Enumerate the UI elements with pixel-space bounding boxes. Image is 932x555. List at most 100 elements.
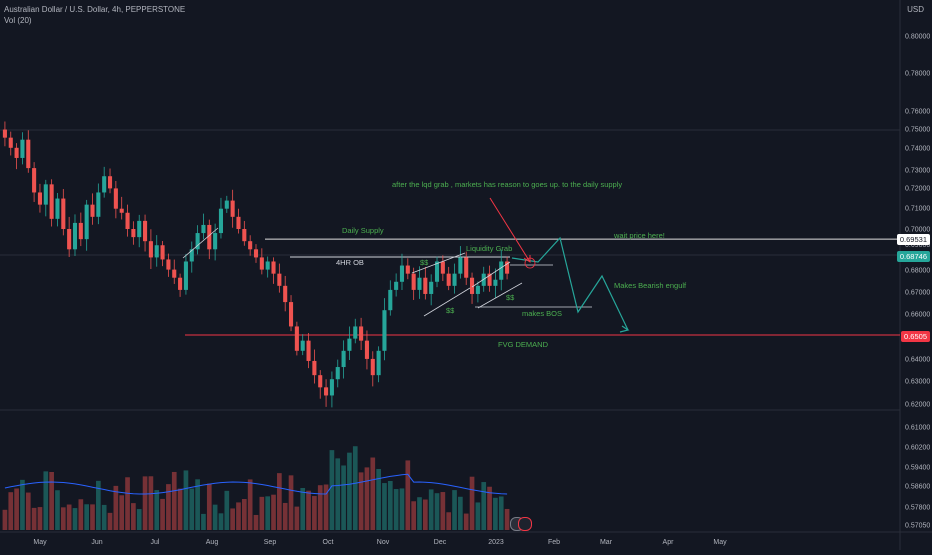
volume-bar xyxy=(253,514,259,530)
symbol-title: Australian Dollar / U.S. Dollar, 4h, PEP… xyxy=(4,5,186,14)
volume-bar xyxy=(265,496,271,530)
volume-bar xyxy=(493,497,498,530)
candle-body xyxy=(37,192,42,205)
chart-settings-icon[interactable] xyxy=(518,517,532,531)
y-tick-label: 0.63000 xyxy=(905,379,930,386)
trendline xyxy=(182,227,219,259)
annotation-liquidity-1: $$ xyxy=(420,258,429,267)
volume-bar xyxy=(78,499,84,530)
volume-bar xyxy=(66,504,72,530)
volume-bar xyxy=(376,468,381,530)
candle-body xyxy=(90,204,95,217)
y-tick-label: 0.71000 xyxy=(905,206,930,213)
volume-bar xyxy=(387,480,393,530)
volume-bar xyxy=(282,502,288,530)
candle-body xyxy=(475,285,480,294)
candle-body xyxy=(26,139,31,169)
volume-bar xyxy=(393,489,399,530)
volume-bar xyxy=(166,484,171,530)
x-tick-label: Nov xyxy=(377,539,390,546)
candle-body xyxy=(119,208,124,213)
x-tick-label: Jun xyxy=(91,539,102,546)
volume-bar xyxy=(329,450,335,530)
candle-body xyxy=(353,326,358,339)
candle-body xyxy=(8,137,13,148)
x-tick-label: May xyxy=(713,539,727,546)
x-tick-label: Mar xyxy=(600,539,613,546)
candle-body xyxy=(143,220,148,242)
annotation-liquidity-3: $$ xyxy=(506,293,515,302)
x-tick-label: 2023 xyxy=(488,539,504,546)
volume-bar xyxy=(31,507,37,530)
volume-bar xyxy=(206,483,212,530)
candle-body xyxy=(201,224,206,234)
candle-body xyxy=(49,184,54,219)
volume-bar xyxy=(25,492,31,530)
y-tick-label: 0.61000 xyxy=(905,425,930,432)
y-tick-label: 0.75000 xyxy=(905,127,930,134)
volume-bar xyxy=(131,503,136,530)
y-tick-label: 0.72000 xyxy=(905,186,930,193)
volume-bar xyxy=(335,458,341,530)
candle-body xyxy=(189,249,194,262)
volume-bar xyxy=(358,472,364,530)
volume-bar xyxy=(136,509,142,530)
candle-body xyxy=(242,229,247,242)
volume-bar xyxy=(49,471,54,530)
volume-bar xyxy=(294,506,300,530)
candle-body xyxy=(324,387,329,396)
candle-body xyxy=(382,310,387,351)
volume-bar xyxy=(411,501,416,530)
candle-body xyxy=(259,257,264,270)
candle-body xyxy=(470,277,475,294)
candle-body xyxy=(253,249,259,258)
candle-body xyxy=(113,188,118,209)
candle-body xyxy=(399,265,405,282)
y-tick-label: 0.70000 xyxy=(905,227,930,234)
volume-bar xyxy=(452,490,457,530)
volume-bar xyxy=(212,504,218,530)
volume-bar xyxy=(417,497,422,530)
price-tag-supply: 0.69531 xyxy=(896,234,930,245)
candle-body xyxy=(67,229,72,250)
price-tag-demand: 0.6505 xyxy=(901,331,930,342)
candle-body xyxy=(429,281,434,294)
y-tick-label: 0.64000 xyxy=(905,357,930,364)
volume-bar xyxy=(113,485,119,530)
volume-bar xyxy=(107,512,113,530)
candle-body xyxy=(61,198,66,229)
currency-label: USD xyxy=(907,5,924,14)
candle-body xyxy=(131,229,136,238)
candle-body xyxy=(312,360,317,376)
chart-legend: Australian Dollar / U.S. Dollar, 4h, PEP… xyxy=(4,4,185,26)
candle-body xyxy=(458,257,463,274)
candle-body xyxy=(499,261,504,280)
candle-body xyxy=(84,204,89,240)
volume-bar xyxy=(183,470,189,530)
candle-body xyxy=(96,192,101,217)
candle-body xyxy=(178,277,183,290)
y-tick-label: 0.69000 xyxy=(905,242,930,249)
y-tick-label: 0.57800 xyxy=(905,505,930,512)
volume-bar xyxy=(20,479,25,530)
volume-bar xyxy=(347,452,352,530)
annotation-makes-bos: makes BOS xyxy=(522,309,563,318)
candle-body xyxy=(277,273,282,286)
x-tick-label: Feb xyxy=(548,539,560,546)
x-tick-label: Aug xyxy=(206,539,219,546)
volume-bar xyxy=(364,467,370,530)
volume-bar xyxy=(271,494,276,530)
channel-upper xyxy=(411,252,466,274)
volume-bar xyxy=(458,496,463,530)
y-tick-label: 0.60200 xyxy=(905,445,930,452)
candle-body xyxy=(347,338,352,351)
candle-body xyxy=(394,281,399,290)
volume-bar xyxy=(72,508,78,530)
volume-bar xyxy=(195,479,200,530)
channel2-lower xyxy=(477,282,523,309)
volume-bar xyxy=(241,498,247,530)
candle-body xyxy=(364,340,369,359)
candle-body xyxy=(20,139,25,158)
